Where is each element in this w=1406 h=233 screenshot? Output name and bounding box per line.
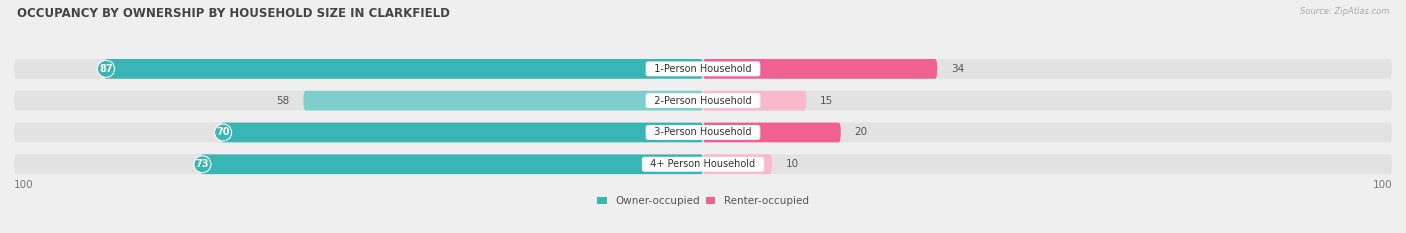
Text: Source: ZipAtlas.com: Source: ZipAtlas.com — [1299, 7, 1389, 16]
Text: 2-Person Household: 2-Person Household — [648, 96, 758, 106]
FancyBboxPatch shape — [703, 91, 807, 110]
Text: 1-Person Household: 1-Person Household — [648, 64, 758, 74]
Text: 15: 15 — [820, 96, 834, 106]
Text: 20: 20 — [855, 127, 868, 137]
FancyBboxPatch shape — [221, 123, 703, 142]
Legend: Owner-occupied, Renter-occupied: Owner-occupied, Renter-occupied — [598, 196, 808, 206]
Text: 73: 73 — [195, 159, 209, 169]
FancyBboxPatch shape — [14, 59, 1392, 79]
Text: 10: 10 — [786, 159, 799, 169]
FancyBboxPatch shape — [200, 154, 703, 174]
Text: 100: 100 — [14, 180, 34, 190]
Text: 70: 70 — [217, 127, 229, 137]
Text: 100: 100 — [1372, 180, 1392, 190]
FancyBboxPatch shape — [104, 59, 703, 79]
FancyBboxPatch shape — [14, 123, 1392, 142]
Text: 34: 34 — [950, 64, 965, 74]
FancyBboxPatch shape — [703, 154, 772, 174]
FancyBboxPatch shape — [304, 91, 703, 110]
Text: 58: 58 — [277, 96, 290, 106]
FancyBboxPatch shape — [14, 154, 1392, 174]
Text: 87: 87 — [100, 64, 112, 74]
FancyBboxPatch shape — [703, 59, 938, 79]
Text: OCCUPANCY BY OWNERSHIP BY HOUSEHOLD SIZE IN CLARKFIELD: OCCUPANCY BY OWNERSHIP BY HOUSEHOLD SIZE… — [17, 7, 450, 20]
Text: 4+ Person Household: 4+ Person Household — [644, 159, 762, 169]
FancyBboxPatch shape — [703, 123, 841, 142]
Text: 3-Person Household: 3-Person Household — [648, 127, 758, 137]
FancyBboxPatch shape — [14, 91, 1392, 110]
